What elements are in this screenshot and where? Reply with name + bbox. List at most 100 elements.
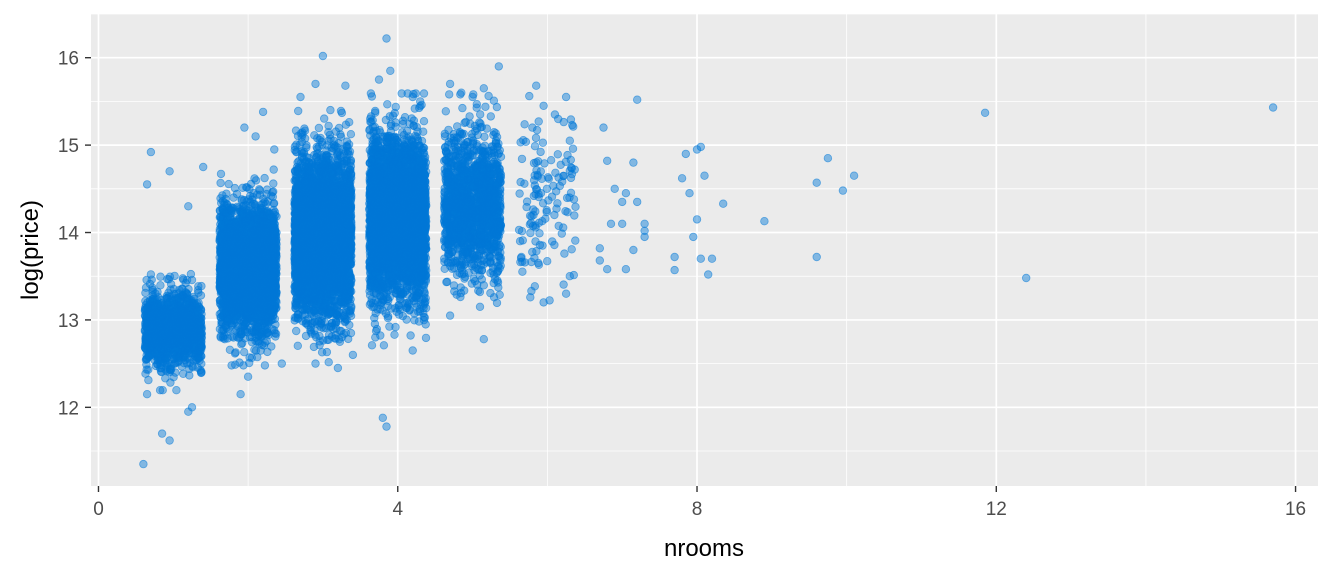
data-point: [215, 278, 224, 287]
data-point: [144, 375, 153, 385]
data-point: [156, 360, 165, 369]
data-point: [224, 276, 233, 286]
data-point: [220, 221, 229, 231]
data-point: [238, 209, 248, 218]
data-point: [182, 293, 192, 302]
data-point: [251, 333, 260, 342]
data-point: [156, 281, 165, 290]
data-point: [224, 179, 233, 189]
data-point: [241, 294, 250, 303]
data-point: [156, 272, 165, 281]
data-point: [255, 186, 264, 195]
data-point: [141, 322, 151, 332]
data-point: [224, 258, 233, 267]
data-point: [141, 304, 151, 313]
data-point: [222, 294, 231, 303]
data-point: [268, 221, 277, 231]
data-point: [156, 311, 165, 321]
data-point: [141, 288, 150, 298]
data-point: [223, 327, 232, 336]
data-point: [254, 311, 263, 321]
data-point: [154, 293, 163, 302]
data-point: [146, 270, 156, 279]
data-point: [215, 234, 224, 243]
data-point: [247, 254, 256, 263]
data-point: [143, 339, 152, 348]
data-point: [250, 232, 259, 242]
data-point: [185, 332, 194, 341]
data-point: [172, 386, 181, 395]
data-point: [250, 174, 259, 183]
data-point: [242, 280, 252, 289]
data-point: [178, 369, 188, 378]
data-point: [170, 346, 180, 355]
data-point: [240, 321, 249, 330]
data-point: [238, 229, 247, 238]
data-point: [251, 299, 261, 308]
data-point: [227, 227, 237, 237]
data-point: [269, 289, 278, 299]
data-point: [238, 252, 247, 261]
data-point: [226, 211, 235, 221]
data-point: [166, 366, 175, 375]
data-point: [260, 361, 270, 370]
data-point: [180, 355, 190, 365]
data-point: [259, 218, 269, 228]
data-point: [229, 193, 238, 202]
data-points: [139, 34, 1278, 469]
data-point: [314, 123, 324, 133]
data-point: [271, 329, 281, 338]
data-point: [240, 301, 249, 310]
data-point: [247, 271, 256, 281]
data-point: [144, 351, 154, 361]
data-point: [155, 386, 165, 395]
data-point: [256, 268, 265, 277]
data-point: [181, 344, 191, 353]
data-point: [239, 201, 249, 211]
data-point: [167, 336, 177, 346]
data-point: [272, 298, 281, 307]
data-point: [235, 358, 244, 367]
data-point: [244, 222, 253, 231]
data-point: [259, 199, 268, 208]
data-point: [221, 194, 230, 204]
data-point: [260, 173, 269, 183]
data-point: [166, 378, 175, 387]
data-point: [195, 356, 204, 365]
data-point: [158, 386, 167, 395]
data-point: [145, 279, 155, 289]
data-point: [230, 349, 240, 358]
data-point: [220, 335, 229, 344]
data-point: [229, 248, 239, 257]
data-point: [154, 335, 163, 344]
data-point: [226, 238, 235, 248]
data-point: [269, 179, 278, 188]
data-point: [176, 322, 186, 332]
data-point: [245, 240, 254, 249]
data-point: [216, 169, 226, 179]
data-point: [164, 275, 173, 284]
data-point: [194, 324, 203, 333]
data-point: [262, 292, 271, 301]
data-point: [239, 348, 249, 357]
data-point: [173, 293, 182, 303]
data-point: [235, 332, 244, 341]
data-point: [142, 360, 151, 369]
data-point: [241, 183, 251, 192]
data-point: [262, 189, 271, 199]
data-point: [216, 257, 225, 266]
data-point: [270, 244, 279, 254]
data-point: [253, 352, 262, 362]
data-point: [269, 213, 278, 223]
data-point: [235, 263, 244, 272]
data-point: [178, 284, 187, 294]
data-point: [245, 191, 255, 201]
data-point: [153, 319, 162, 329]
data-point: [222, 317, 231, 326]
data-point: [248, 326, 257, 335]
data-point: [196, 306, 205, 315]
data-point: [217, 266, 226, 276]
data-point: [146, 311, 155, 321]
data-point: [190, 343, 199, 352]
data-point: [192, 315, 201, 324]
